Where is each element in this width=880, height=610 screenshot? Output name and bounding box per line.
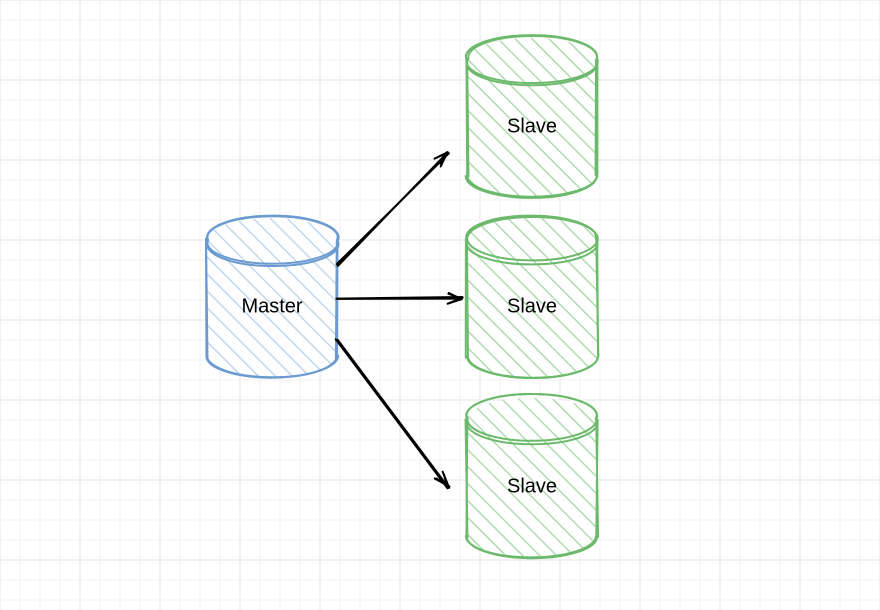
diagram-canvas: MasterSlaveSlaveSlave [0, 0, 880, 610]
cylinder-slave3 [463, 394, 601, 562]
cylinder-master [203, 214, 341, 382]
cylinder-slave2 [463, 214, 601, 382]
diagram-svg [0, 0, 880, 610]
cylinder-slave1 [463, 34, 601, 202]
